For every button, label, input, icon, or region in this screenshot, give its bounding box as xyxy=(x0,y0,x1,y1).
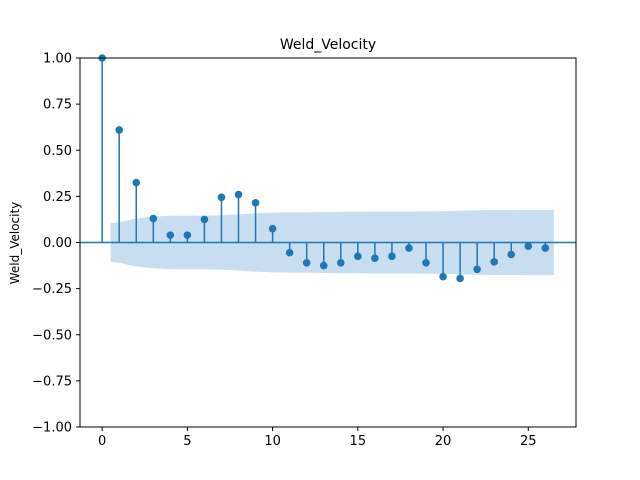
y-tick-label: −0.50 xyxy=(32,328,72,343)
acf-point-lag-13 xyxy=(319,261,328,270)
y-tick-label: −0.75 xyxy=(32,374,72,389)
x-tick-label: 25 xyxy=(520,434,537,449)
acf-point-lag-18 xyxy=(405,244,413,252)
acf-point-lag-22 xyxy=(473,265,481,274)
acf-point-lag-9 xyxy=(251,199,260,207)
x-tick-label: 15 xyxy=(350,434,367,449)
acf-point-lag-25 xyxy=(524,242,533,250)
y-tick-label: −0.25 xyxy=(32,282,72,297)
acf-point-lag-23 xyxy=(490,258,498,266)
acf-point-lag-12 xyxy=(302,258,311,267)
acf-point-lag-4 xyxy=(166,231,175,239)
acf-point-lag-16 xyxy=(371,254,379,262)
x-tick-label: 10 xyxy=(264,434,281,449)
acf-point-lag-15 xyxy=(354,252,362,261)
acf-point-lag-5 xyxy=(183,231,192,239)
x-tick-label: 5 xyxy=(183,434,191,449)
y-tick-label: 0.50 xyxy=(43,144,72,159)
y-tick-label: 0.75 xyxy=(43,98,72,113)
acf-point-lag-14 xyxy=(336,258,345,267)
acf-point-lag-20 xyxy=(439,272,447,281)
acf-point-lag-11 xyxy=(285,248,294,257)
acf-point-lag-8 xyxy=(234,190,243,199)
y-tick-label: 1.00 xyxy=(43,52,72,67)
acf-point-lag-17 xyxy=(388,252,396,261)
acf-point-lag-6 xyxy=(200,215,209,224)
acf-point-lag-19 xyxy=(422,258,430,267)
acf-point-lag-10 xyxy=(268,224,277,233)
y-tick-label: −1.00 xyxy=(32,421,72,436)
acf-point-lag-1 xyxy=(115,126,124,134)
acf-point-lag-24 xyxy=(507,250,516,259)
x-tick-label: 0 xyxy=(98,434,106,449)
acf-point-lag-26 xyxy=(541,244,550,252)
acf-point-lag-7 xyxy=(217,193,226,202)
y-axis-label: Weld_Velocity xyxy=(8,202,22,285)
y-tick-label: 0.00 xyxy=(43,236,72,251)
x-tick-label: 20 xyxy=(435,434,452,449)
chart-title: Weld_Velocity xyxy=(280,37,376,53)
acf-point-lag-2 xyxy=(132,178,141,187)
acf-point-lag-21 xyxy=(456,274,464,283)
y-tick-label: 0.25 xyxy=(43,190,72,205)
acf-point-lag-3 xyxy=(149,214,158,223)
